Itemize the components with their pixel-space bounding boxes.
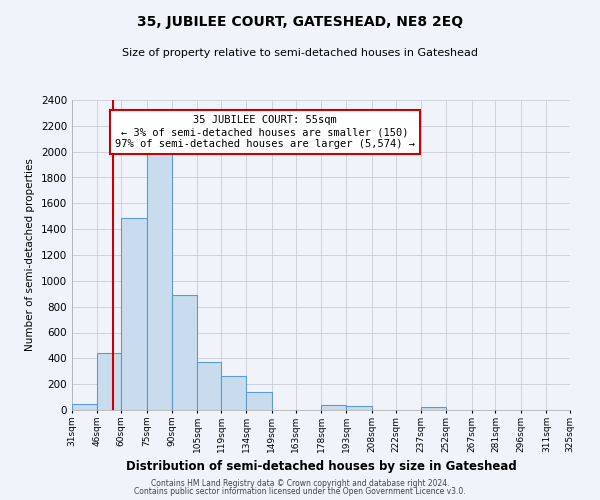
Bar	[121, 218, 146, 410]
Bar	[97, 353, 121, 410]
Bar	[146, 152, 172, 410]
Bar	[321, 405, 346, 410]
Bar	[346, 406, 372, 410]
Text: 35, JUBILEE COURT, GATESHEAD, NE8 2EQ: 35, JUBILEE COURT, GATESHEAD, NE8 2EQ	[137, 15, 463, 29]
Bar	[72, 404, 97, 410]
X-axis label: Distribution of semi-detached houses by size in Gateshead: Distribution of semi-detached houses by …	[125, 460, 517, 473]
Bar	[221, 376, 247, 410]
Y-axis label: Number of semi-detached properties: Number of semi-detached properties	[25, 158, 35, 352]
Text: Contains HM Land Registry data © Crown copyright and database right 2024.: Contains HM Land Registry data © Crown c…	[151, 478, 449, 488]
Text: 35 JUBILEE COURT: 55sqm
← 3% of semi-detached houses are smaller (150)
97% of se: 35 JUBILEE COURT: 55sqm ← 3% of semi-det…	[115, 116, 415, 148]
Text: Contains public sector information licensed under the Open Government Licence v3: Contains public sector information licen…	[134, 487, 466, 496]
Bar	[172, 295, 197, 410]
Text: Size of property relative to semi-detached houses in Gateshead: Size of property relative to semi-detach…	[122, 48, 478, 58]
Bar	[247, 392, 272, 410]
Bar	[197, 362, 221, 410]
Bar	[421, 408, 446, 410]
